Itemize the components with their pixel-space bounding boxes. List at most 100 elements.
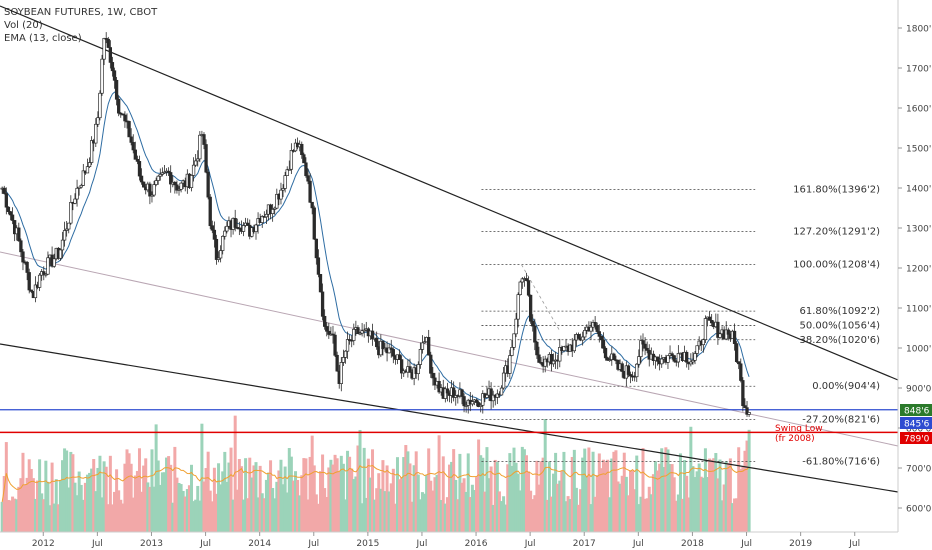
x-tick-label: Jul (524, 539, 536, 549)
candle-body (283, 175, 287, 189)
candle-body (641, 340, 645, 345)
x-tick-label: 2017 (573, 539, 596, 549)
volume-bar (414, 451, 418, 532)
volume-bar (73, 482, 77, 532)
y-tick-label: 1300'0 (906, 225, 932, 235)
candle-body (643, 343, 647, 349)
volume-bar (531, 499, 535, 532)
volume-bar (416, 474, 420, 532)
candle-body (67, 222, 71, 230)
candle-body (370, 330, 375, 340)
price-tag-label: 848'6 (904, 407, 930, 417)
candle-body (306, 175, 310, 182)
candle-body (106, 38, 110, 48)
volume-bar (341, 463, 345, 532)
volume-bar (708, 458, 712, 532)
volume-bar (190, 464, 194, 532)
volume-bar (610, 458, 614, 532)
trendline-middle[interactable] (0, 251, 899, 447)
volume-bar (728, 458, 732, 532)
candle-body (135, 158, 140, 162)
candle-body (666, 355, 670, 363)
y-tick-label: 1700'0 (906, 65, 932, 75)
volume-bar (343, 499, 347, 532)
volume-bar (333, 454, 337, 532)
fib-level-label: -27.20%(821'6) (802, 414, 880, 425)
candle-body (318, 274, 323, 293)
volume-bar (520, 446, 524, 532)
fibonacci-extension[interactable]: 161.80%(1396'2) 127.20%(1291'2) 100.00%(12… (481, 185, 880, 468)
volume-bar (294, 471, 298, 532)
volume-bar (79, 484, 83, 532)
candle-body (718, 333, 722, 338)
volume-bar (94, 491, 98, 532)
candle-body (108, 47, 113, 63)
candle-body (381, 340, 385, 350)
price-axis[interactable]: 1800'0 1700'0 1600'0 1500'0 1400'0 1300'0 1200… (897, 0, 932, 532)
volume-bar (108, 455, 112, 532)
volume-bar (281, 484, 285, 532)
volume-bar (545, 499, 549, 532)
candle-body (81, 170, 85, 186)
volume-bar (468, 497, 472, 532)
y-tick-label: 1100'0 (906, 305, 932, 315)
candle-body (327, 330, 331, 335)
candle-body (685, 351, 689, 363)
candle-body (123, 114, 127, 122)
volume-bar (125, 449, 129, 532)
horizontal-levels (0, 409, 898, 434)
volume-bar (445, 497, 449, 532)
volume-bar (599, 468, 603, 532)
candle-body (620, 363, 624, 372)
volume-bar (668, 463, 672, 532)
candle-body (75, 187, 79, 200)
volume-bar (697, 463, 701, 532)
candle-body (343, 350, 348, 358)
time-axis[interactable]: 2012 Jul 2013 Jul 2014 Jul 2015 Jul 2016 Jul 2017 J… (0, 531, 898, 549)
volume-bar (510, 465, 514, 532)
candle-body (427, 336, 431, 356)
swing-low-annotation: Swing Low (775, 424, 823, 434)
volume-bar (2, 476, 6, 532)
volume-bar (612, 451, 616, 532)
candle-body (273, 207, 277, 210)
volume-bar (246, 498, 250, 532)
volume-bar (643, 498, 647, 532)
candle-body (6, 206, 11, 212)
candle-body (356, 327, 360, 335)
price-tag-current-price (900, 404, 932, 416)
volume-bar (491, 504, 495, 532)
x-tick-label: 2019 (789, 539, 812, 549)
volume-bar (737, 447, 741, 532)
candle-body (741, 380, 745, 406)
candle-body (558, 347, 562, 362)
volume-bar (113, 491, 117, 532)
x-tick-label: 2016 (465, 539, 488, 549)
volume-bar (63, 448, 67, 532)
volume-bar (144, 458, 148, 532)
volume-bar (335, 458, 339, 532)
volume-bar (50, 462, 54, 532)
volume-bar (500, 501, 504, 532)
candle-body (58, 249, 63, 259)
candle-body (362, 329, 366, 332)
volume-bar (535, 460, 539, 532)
candle-body (160, 172, 165, 175)
candle-body (655, 356, 660, 362)
volume-bar (46, 481, 50, 532)
trendline-upper[interactable] (0, 5, 899, 381)
candle-body (221, 235, 225, 251)
candle-body (408, 366, 412, 373)
volume-bar (354, 476, 358, 532)
candle-body (137, 161, 142, 177)
volume-bar (181, 490, 185, 532)
volume-bar (635, 455, 639, 532)
candle-body (198, 134, 202, 160)
candle-body (79, 185, 83, 188)
candle-body (495, 393, 500, 398)
candle-body (166, 170, 171, 173)
candle-body (191, 164, 196, 176)
trendline-lower[interactable] (0, 343, 899, 493)
volume-bar (616, 481, 620, 532)
